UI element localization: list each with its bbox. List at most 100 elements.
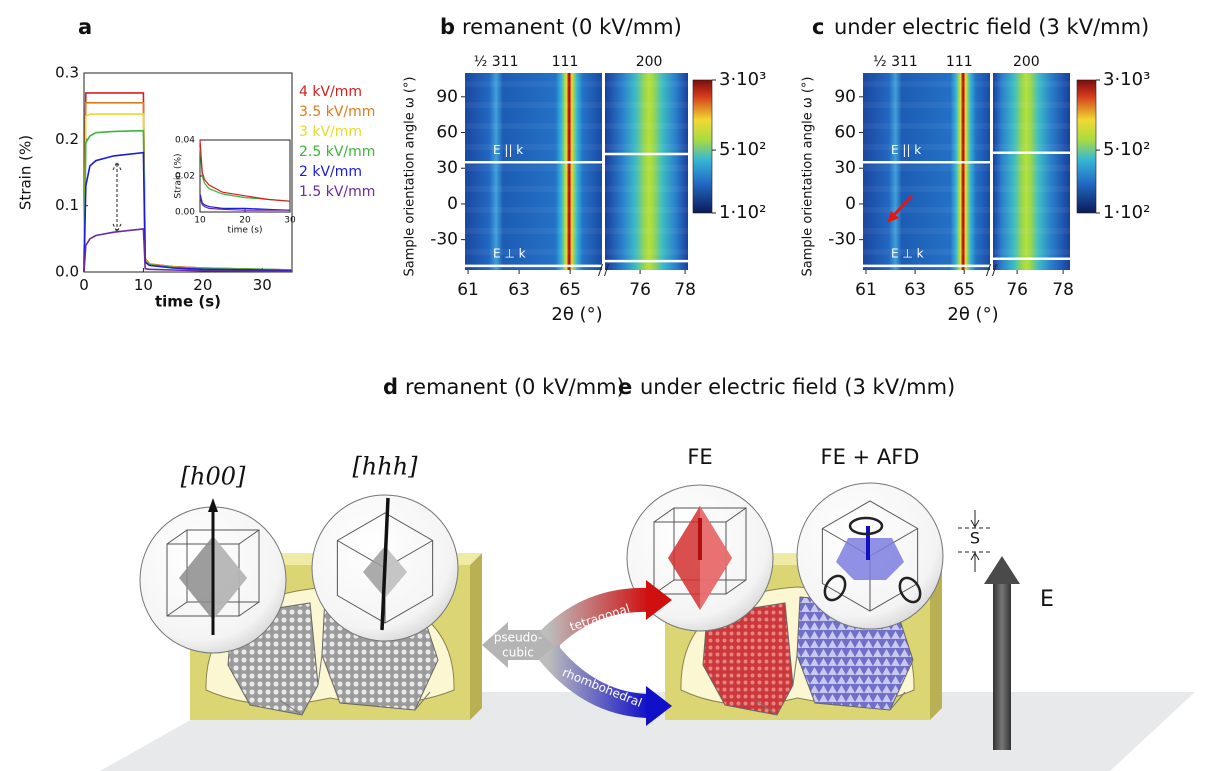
- heatmap-texture: [465, 249, 602, 255]
- panel-label: a: [78, 15, 92, 39]
- panel-title: remanent (0 kV/mm): [405, 375, 625, 399]
- x-tick-label: 20: [239, 216, 251, 226]
- heatmap-texture: [605, 81, 688, 87]
- heatmap-texture: [863, 228, 990, 234]
- x-tick-label: 78: [1052, 280, 1074, 300]
- y-tick-label: 90: [834, 87, 856, 107]
- heatmap-texture: [863, 207, 990, 213]
- legend-entry: 2 kV/mm: [299, 164, 362, 180]
- legend-entry: 4 kV/mm: [299, 84, 362, 100]
- phase-label: pseudo-: [494, 631, 542, 645]
- colorbar-tick-label: 5·10²: [719, 139, 766, 160]
- arrow-head: [208, 498, 218, 512]
- panel-label: d: [383, 375, 398, 399]
- x-tick-label: 30: [253, 276, 272, 294]
- y-tick-label: 0.00: [175, 208, 195, 218]
- heatmap-texture: [863, 144, 990, 150]
- y-axis-label: Sample orientation angle ω (°): [403, 77, 418, 277]
- y-tick-label: 0.2: [55, 130, 79, 148]
- heatmap-texture: [605, 186, 688, 192]
- legend-entry: 1.5 kV/mm: [299, 184, 375, 200]
- block-side: [470, 553, 482, 720]
- heatmap-texture: [863, 123, 990, 129]
- plot-frame: [200, 140, 290, 212]
- y-tick-label: 60: [436, 123, 458, 143]
- heatmap-texture: [863, 81, 990, 87]
- inset-label: [hhh]: [352, 453, 418, 481]
- heatmap-texture: [465, 123, 602, 129]
- field-arrow-head: [984, 556, 1020, 584]
- x-tick-label: 0: [79, 276, 89, 294]
- x-tick-label: 61: [855, 280, 877, 300]
- heatmap-texture: [465, 228, 602, 234]
- colorbar-tick-label: 5·10²: [1103, 139, 1150, 160]
- peak-label: 111: [946, 54, 973, 70]
- field-label: E: [1040, 587, 1054, 612]
- x-axis-label: 2θ (°): [947, 304, 998, 325]
- y-tick-label: 0.04: [175, 136, 195, 146]
- y-axis-label: Strain (%): [17, 135, 35, 210]
- y-tick-label: 30: [436, 158, 458, 178]
- y-tick-label: -30: [828, 230, 856, 250]
- annotation: E ⊥ k: [891, 246, 924, 260]
- peak-label: 200: [1013, 54, 1040, 70]
- phase-label: cubic: [502, 646, 534, 660]
- inset-label: FE + AFD: [821, 445, 920, 469]
- heatmap-texture: [605, 144, 688, 150]
- y-tick-label: 0.1: [55, 196, 79, 214]
- heatmap-texture: [993, 186, 1070, 192]
- figure: d remanent (0 kV/mm) e under electric fi…: [0, 0, 1223, 771]
- x-axis-label: time (s): [228, 226, 263, 236]
- peak-label: ½ 311: [873, 54, 918, 70]
- x-tick-label: 76: [629, 280, 651, 300]
- y-tick-label: 60: [834, 123, 856, 143]
- heatmap-texture: [993, 144, 1070, 150]
- colorbar: [1077, 80, 1096, 213]
- legend-entry: 2.5 kV/mm: [299, 144, 375, 160]
- colorbar: [693, 80, 712, 213]
- illustration: [100, 483, 1195, 771]
- heatmap-texture: [863, 186, 990, 192]
- heatmap-texture: [993, 102, 1070, 108]
- x-tick-label: 10: [134, 276, 153, 294]
- inset-label: [h00]: [181, 463, 246, 491]
- peak-label: 111: [552, 54, 579, 70]
- field-arrow: [993, 582, 1011, 750]
- x-tick-label: 20: [193, 276, 212, 294]
- heatmap-texture: [863, 102, 990, 108]
- heatmap-texture: [605, 165, 688, 171]
- heatmap-texture: [993, 81, 1070, 87]
- y-tick-label: 0.0: [55, 263, 79, 281]
- heatmap-texture: [465, 102, 602, 108]
- x-tick-label: 76: [1006, 280, 1028, 300]
- legend-entry: 3 kV/mm: [299, 124, 362, 140]
- panel-label: b: [440, 15, 455, 39]
- colorbar-tick-label: 3·10³: [1103, 69, 1150, 90]
- x-tick-label: 63: [508, 280, 530, 300]
- y-tick-label: 0: [447, 194, 458, 214]
- y-tick-label: 30: [834, 158, 856, 178]
- heatmap-texture: [605, 102, 688, 108]
- strain-label: S: [970, 529, 980, 548]
- y-axis-label: Sample orientation angle ω (°): [801, 77, 816, 277]
- y-tick-label: 90: [436, 87, 458, 107]
- x-tick-label: 63: [904, 280, 926, 300]
- heatmap-texture: [863, 249, 990, 255]
- heatmap-texture: [465, 81, 602, 87]
- colorbar-tick-label: 1·10²: [719, 202, 766, 223]
- x-tick-label: 65: [559, 280, 581, 300]
- x-axis-label: time (s): [155, 293, 221, 311]
- x-tick-label: 10: [194, 216, 206, 226]
- x-tick-label: 61: [457, 280, 479, 300]
- panel-title: under electric field (3 kV/mm): [834, 15, 1149, 39]
- x-axis-label: 2θ (°): [551, 304, 602, 325]
- heatmap-texture: [993, 228, 1070, 234]
- heatmap-texture: [605, 207, 688, 213]
- heatmap-texture: [993, 123, 1070, 129]
- legend-entry: 3.5 kV/mm: [299, 104, 375, 120]
- peak-label: ½ 311: [474, 54, 519, 70]
- panel-title: under electric field (3 kV/mm): [640, 375, 955, 399]
- y-tick-label: 0.3: [55, 64, 79, 82]
- panel-title: remanent (0 kV/mm): [462, 15, 682, 39]
- heatmap-texture: [605, 228, 688, 234]
